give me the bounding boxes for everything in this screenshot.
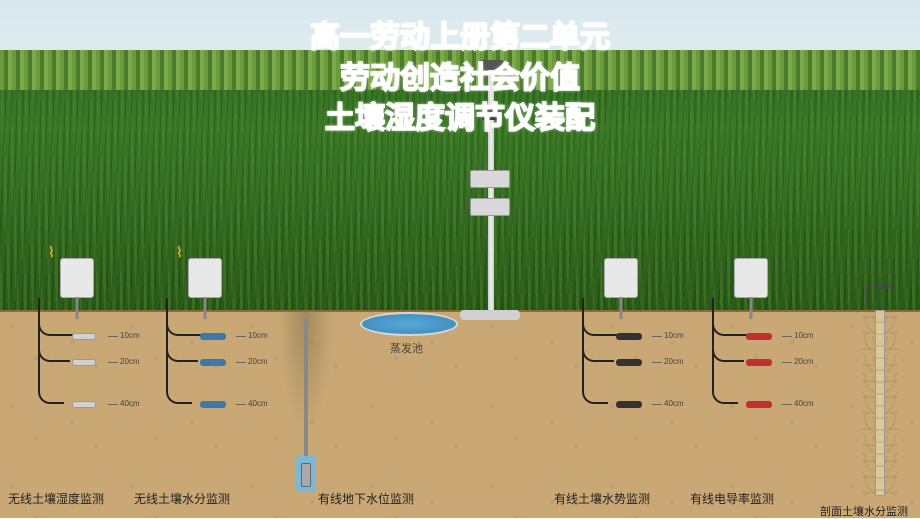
tower-base (460, 310, 520, 320)
depth-label: 20cm (120, 357, 140, 366)
depth-tick (108, 404, 118, 405)
title-block: 高一劳动上册第二单元 劳动创造社会价值 土壤湿度调节仪装配 (0, 18, 920, 140)
title-line-3: 土壤湿度调节仪装配 (0, 99, 920, 140)
water-level-sensor (301, 463, 311, 487)
soil-probe (746, 401, 772, 408)
sensor-enclosure (470, 170, 510, 188)
depth-tick (108, 336, 118, 337)
controller-panel (604, 258, 638, 298)
depth-label: 10cm (794, 331, 814, 340)
depth-tick (652, 336, 662, 337)
depth-label: 40cm (248, 399, 268, 408)
depth-tick (236, 362, 246, 363)
wifi-icon: ⌇ (176, 244, 183, 261)
soil-probe (200, 401, 226, 408)
soil-probe (200, 359, 226, 366)
depth-label: 10cm (120, 331, 140, 340)
controller-panel (60, 258, 94, 298)
depth-tick (782, 404, 792, 405)
title-line-2: 劳动创造社会价值 (0, 59, 920, 100)
cable (38, 298, 64, 404)
soil-probe (72, 401, 96, 408)
depth-tick (652, 404, 662, 405)
soil-probe (746, 333, 772, 340)
groundwater-borehole (292, 318, 320, 498)
sensor-enclosure-2 (470, 198, 510, 216)
depth-label: 20cm (248, 357, 268, 366)
depth-label: 10cm (248, 331, 268, 340)
depth-label: 20cm (664, 357, 684, 366)
borehole-caption: 有线地下水位监测 (318, 490, 414, 507)
controller-panel (734, 258, 768, 298)
depth-tick (236, 336, 246, 337)
depth-label: 40cm (664, 399, 684, 408)
soil-probe (72, 359, 96, 366)
soil-probe (746, 359, 772, 366)
profile-moisture-column (862, 310, 898, 500)
soil-probe (616, 401, 642, 408)
diagram-root: 高一劳动上册第二单元 劳动创造社会价值 土壤湿度调节仪装配 蒸发池 有线地下水位… (0, 0, 920, 518)
depth-label: 20cm (794, 357, 814, 366)
profile-tube (875, 310, 885, 496)
controller-panel (188, 258, 222, 298)
depth-tick (782, 362, 792, 363)
depth-label: 10cm (664, 331, 684, 340)
soil-probe (616, 359, 642, 366)
title-line-1: 高一劳动上册第二单元 (0, 18, 920, 59)
cable (712, 298, 738, 404)
wifi-icon: ⌇ (48, 244, 55, 261)
depth-tick (782, 336, 792, 337)
depth-label: 40cm (794, 399, 814, 408)
soil-probe (72, 333, 96, 340)
evaporation-pond (360, 312, 458, 336)
soil-probe (616, 333, 642, 340)
depth-tick (652, 362, 662, 363)
soil-probe (200, 333, 226, 340)
depth-tick (108, 362, 118, 363)
pond-label: 蒸发池 (390, 340, 423, 356)
depth-tick (236, 404, 246, 405)
profile-head-icon (866, 286, 894, 308)
cable (582, 298, 608, 404)
profile-caption: 剖面土壤水分监测 (820, 503, 908, 519)
bore-pipe (304, 318, 308, 478)
depth-label: 40cm (120, 399, 140, 408)
cable (166, 298, 192, 404)
